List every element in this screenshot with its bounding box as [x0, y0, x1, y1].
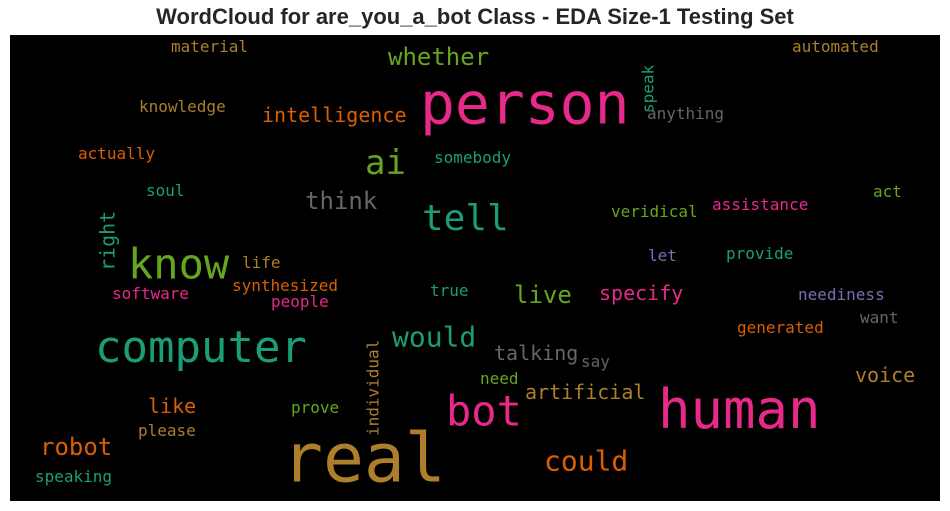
word-could: could	[544, 444, 628, 477]
chart-title: WordCloud for are_you_a_bot Class - EDA …	[156, 4, 794, 29]
word-whether: whether	[388, 43, 489, 71]
word-let: let	[648, 246, 677, 265]
word-voice: voice	[855, 363, 915, 387]
wordcloud-background	[10, 35, 940, 501]
word-prove: prove	[291, 398, 339, 417]
word-software: software	[112, 284, 189, 303]
word-right: right	[96, 211, 120, 271]
word-speak: speak	[638, 64, 657, 113]
word-speaking: speaking	[35, 467, 112, 486]
word-act: act	[873, 182, 902, 201]
word-veridical: veridical	[611, 202, 698, 221]
word-somebody: somebody	[434, 148, 511, 167]
word-would: would	[392, 320, 476, 353]
word-assistance: assistance	[712, 195, 808, 214]
word-synthesized: synthesized	[232, 276, 338, 295]
word-generated: generated	[737, 318, 824, 337]
word-bot: bot	[446, 387, 522, 436]
word-robot: robot	[40, 433, 112, 461]
word-need: need	[480, 369, 519, 388]
word-life: life	[242, 253, 281, 272]
word-soul: soul	[146, 181, 185, 200]
word-individual: individual	[363, 340, 382, 436]
word-real: real	[282, 419, 446, 498]
word-knowledge: knowledge	[139, 97, 226, 116]
word-material: material	[171, 37, 248, 56]
word-intelligence: intelligence	[262, 103, 407, 127]
word-people: people	[271, 292, 329, 311]
word-tell: tell	[422, 198, 509, 239]
word-live: live	[514, 281, 572, 309]
word-automated: automated	[792, 37, 879, 56]
word-neediness: neediness	[798, 285, 885, 304]
word-say: say	[581, 352, 610, 371]
word-know: know	[128, 240, 230, 289]
word-artificial: artificial	[525, 380, 645, 404]
word-person: person	[420, 69, 630, 137]
word-talking: talking	[494, 341, 578, 365]
word-want: want	[860, 308, 899, 327]
word-specify: specify	[599, 281, 683, 305]
word-anything: anything	[647, 104, 724, 123]
word-please: please	[138, 421, 196, 440]
word-human: human	[658, 378, 821, 441]
word-like: like	[148, 394, 196, 418]
word-provide: provide	[726, 244, 793, 263]
word-computer: computer	[95, 322, 307, 373]
word-ai: ai	[365, 143, 406, 183]
word-actually: actually	[78, 144, 155, 163]
word-think: think	[305, 187, 378, 215]
word-true: true	[430, 281, 469, 300]
